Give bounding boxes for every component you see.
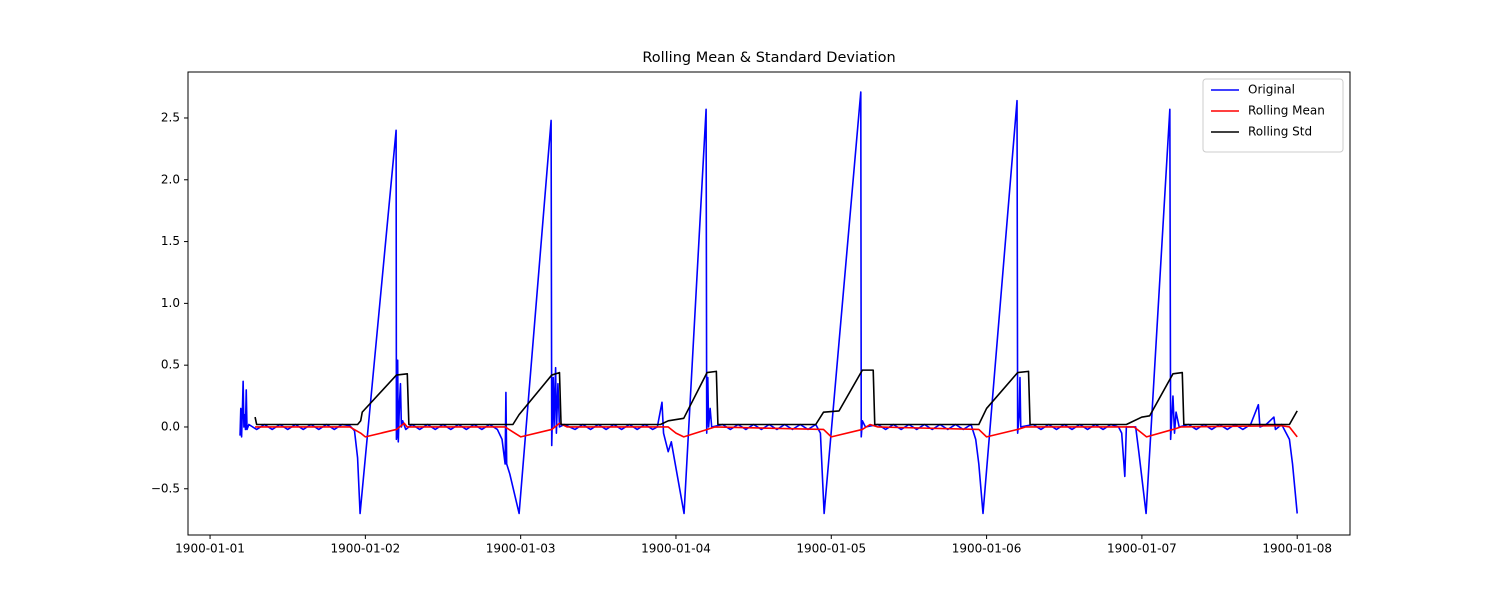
x-tick-label: 1900-01-01 [175, 542, 245, 556]
x-tick-label: 1900-01-03 [486, 542, 556, 556]
y-tick-label: −0.5 [151, 481, 180, 495]
x-tick-label: 1900-01-07 [1107, 542, 1177, 556]
legend-label: Rolling Std [1248, 125, 1312, 139]
x-tick-label: 1900-01-05 [796, 542, 866, 556]
series-line [239, 91, 1298, 515]
y-tick-label: 0.5 [161, 358, 180, 372]
y-tick-label: 2.0 [161, 172, 180, 186]
x-tick-label: 1900-01-06 [952, 542, 1022, 556]
x-tick-label: 1900-01-04 [641, 542, 711, 556]
legend-label: Original [1248, 83, 1295, 97]
x-tick-label: 1900-01-02 [330, 542, 400, 556]
series-line [255, 422, 1298, 438]
y-tick-label: 1.5 [161, 234, 180, 248]
legend-label: Rolling Mean [1248, 104, 1325, 118]
chart-title: Rolling Mean & Standard Deviation [642, 50, 895, 66]
y-tick-label: 2.5 [161, 110, 180, 124]
series-line [254, 369, 1298, 426]
y-tick-label: 0.0 [161, 419, 180, 433]
plot-area [239, 91, 1298, 515]
legend-box [1202, 78, 1344, 153]
y-tick-label: 1.0 [161, 296, 180, 310]
x-tick-label: 1900-01-08 [1262, 542, 1332, 556]
